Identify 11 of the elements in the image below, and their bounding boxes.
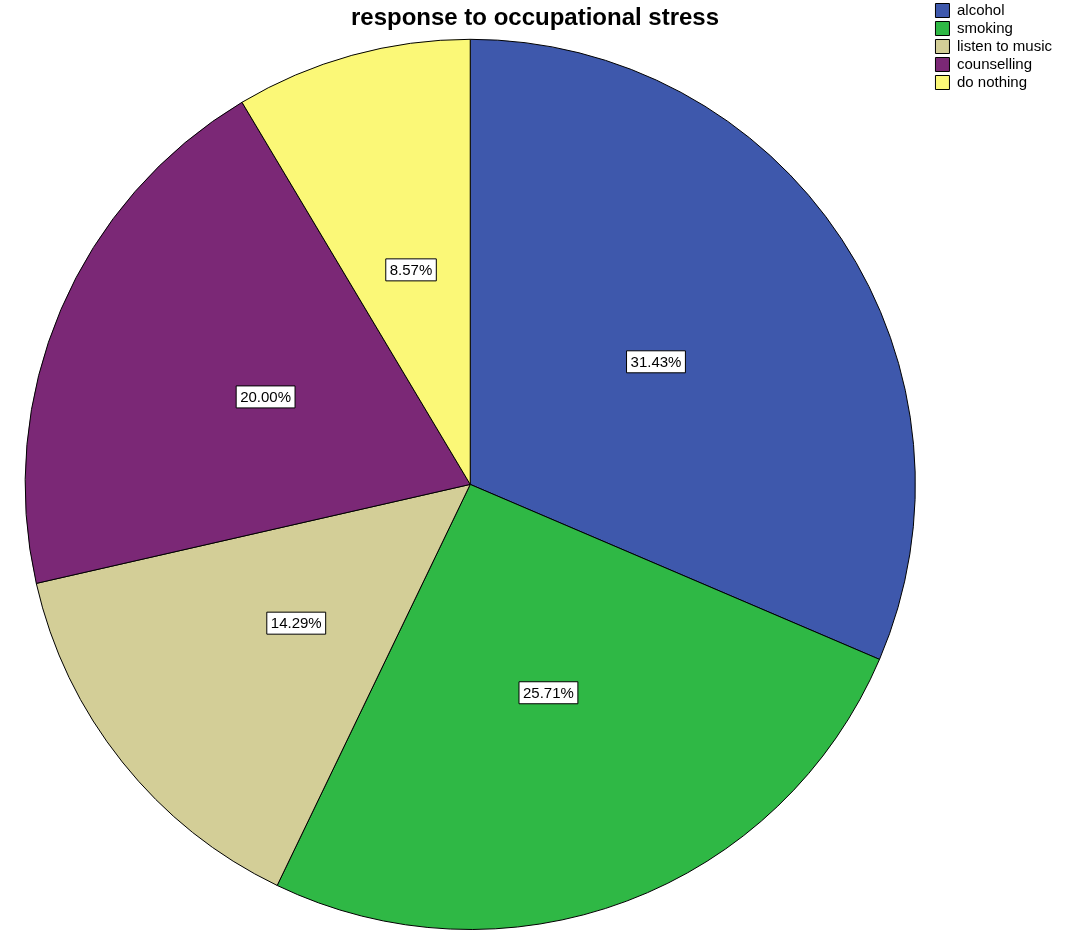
chart-title: response to occupational stress bbox=[350, 3, 720, 31]
data-label: 25.71% bbox=[523, 683, 574, 701]
legend-label: counselling bbox=[956, 54, 1033, 72]
data-label: 8.57% bbox=[389, 261, 433, 279]
legend-label: alcohol bbox=[956, 0, 1005, 18]
data-label: 20.00% bbox=[240, 388, 292, 406]
legend-label: listen to music bbox=[956, 36, 1053, 54]
data-label: 31.43% bbox=[630, 352, 682, 370]
legend-label: smoking bbox=[956, 18, 1013, 36]
data-label: 14.29% bbox=[270, 614, 322, 632]
legend-label: do nothing bbox=[956, 72, 1028, 90]
